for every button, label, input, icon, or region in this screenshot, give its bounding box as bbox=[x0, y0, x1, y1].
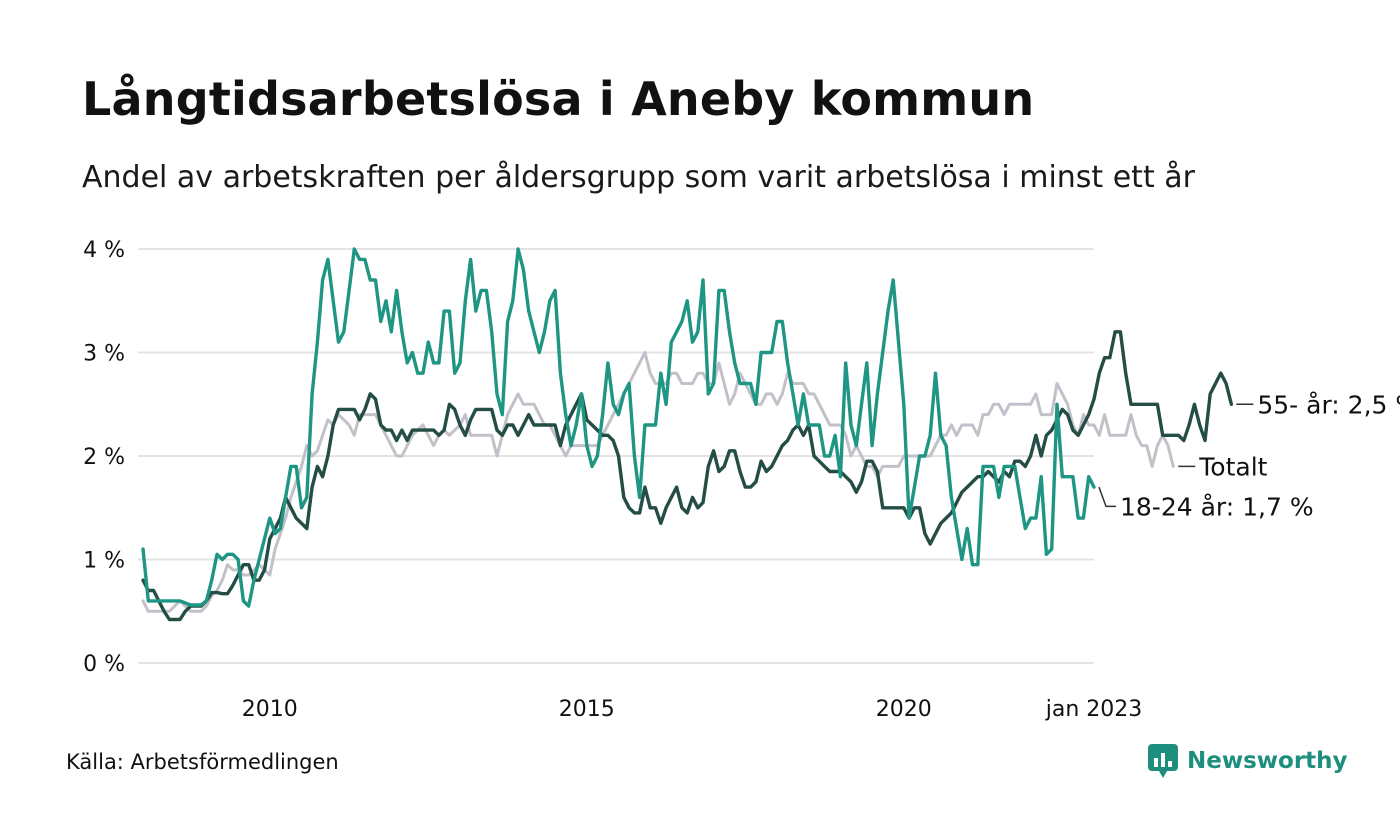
series-labels: 55- år: 2,5 % Totalt 18-24 år: 1,7 % bbox=[1098, 390, 1400, 521]
chart-subtitle: Andel av arbetskraften per åldersgrupp s… bbox=[82, 160, 1195, 195]
gridlines bbox=[138, 248, 1094, 664]
series-label: 55- år: 2,5 % bbox=[1257, 390, 1400, 419]
y-tick-label: 4 % bbox=[83, 238, 125, 263]
source-note: Källa: Arbetsförmedlingen bbox=[66, 750, 339, 774]
series-line-old bbox=[141, 330, 1234, 622]
label-connector bbox=[1098, 486, 1116, 508]
y-tick-label: 0 % bbox=[83, 652, 125, 677]
series-line-young bbox=[141, 247, 1096, 608]
x-tick-label: 2020 bbox=[876, 697, 932, 722]
series-lines bbox=[141, 247, 1234, 622]
x-tick-label: 2015 bbox=[559, 697, 615, 722]
series-label: Totalt bbox=[1198, 452, 1267, 481]
x-tick-label: 2010 bbox=[242, 697, 298, 722]
x-tick-label: jan 2023 bbox=[1045, 697, 1143, 722]
newsworthy-logo-icon bbox=[1148, 744, 1178, 778]
brand-name: Newsworthy bbox=[1187, 748, 1348, 774]
y-axis-ticks: 0 % 1 % 2 % 3 % 4 % bbox=[83, 238, 125, 677]
x-axis-ticks: 2010 2015 2020 jan 2023 bbox=[242, 697, 1142, 722]
y-tick-label: 3 % bbox=[83, 342, 125, 367]
y-tick-label: 1 % bbox=[83, 549, 125, 574]
series-label: 18-24 år: 1,7 % bbox=[1120, 492, 1314, 521]
y-tick-label: 2 % bbox=[83, 445, 125, 470]
chart-title: Långtidsarbetslösa i Aneby kommun bbox=[82, 72, 1035, 126]
brand-logo[interactable]: Newsworthy bbox=[1148, 744, 1348, 778]
